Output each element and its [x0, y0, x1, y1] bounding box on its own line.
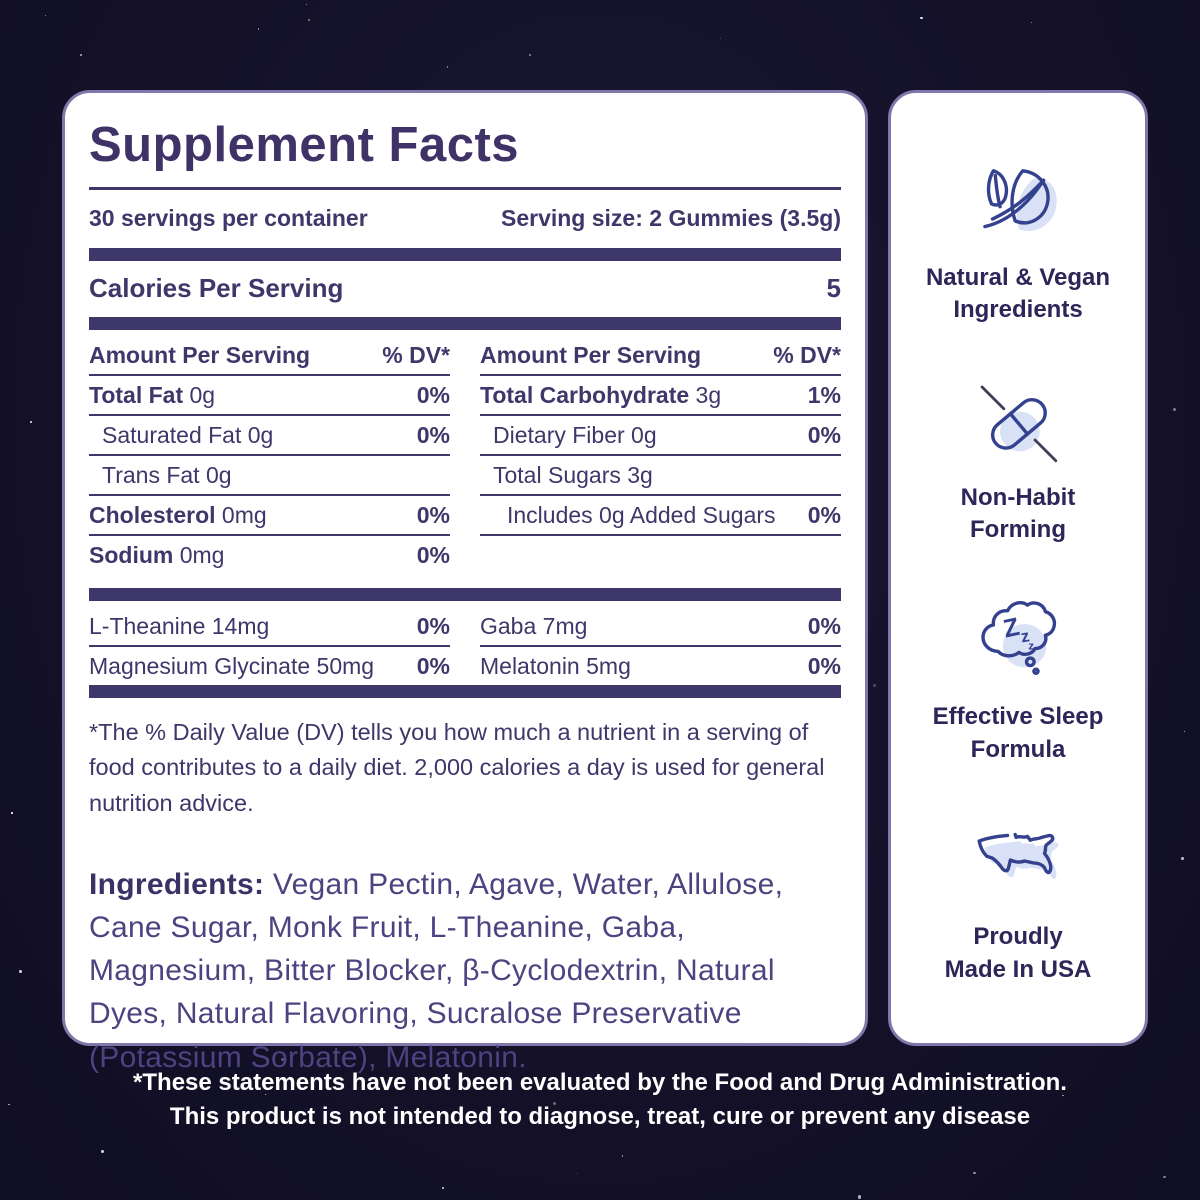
row-name: Gaba 7mg [480, 613, 588, 639]
nutrition-table: Amount Per Serving % DV* Total Fat 0g 0%… [89, 336, 841, 574]
row-amount: 0g [247, 422, 274, 448]
servings-per-container: 30 servings per container [89, 205, 368, 231]
row-dv: 0% [807, 502, 841, 528]
active-row: Melatonin 5mg 0% [480, 647, 841, 685]
row-name: Trans Fat [102, 462, 200, 488]
table-row: Sodium 0mg 0% [89, 536, 450, 574]
benefits-panel: Natural & Vegan Ingredients Non-Habit Fo… [888, 90, 1148, 1046]
table-row: Cholesterol 0mg 0% [89, 496, 450, 536]
table-header: Amount Per Serving % DV* [89, 336, 450, 376]
row-dv: 0% [416, 502, 450, 528]
table-row: Dietary Fiber 0g 0% [480, 416, 841, 456]
row-amount: 0g [189, 382, 216, 408]
row-dv: 0% [416, 653, 450, 679]
dv-footnote: *The % Daily Value (DV) tells you how mu… [89, 719, 825, 816]
no-pill-icon [980, 385, 1058, 462]
calories-row: Calories Per Serving 5 [89, 273, 841, 304]
row-name: L-Theanine 14mg [89, 613, 270, 639]
row-name: Sodium [89, 542, 174, 568]
empty-row [480, 536, 841, 572]
benefit-item: Z z z Effective Sleep Formula [932, 589, 1104, 766]
benefit-label: Proudly Made In USA [944, 923, 1092, 983]
row-dv: 0% [416, 542, 450, 568]
actives-column-left: L-Theanine 14mg 0% Magnesium Glycinate 5… [89, 607, 450, 685]
servings-row: 30 servings per container Serving size: … [89, 205, 841, 232]
usa-map-icon [977, 833, 1059, 880]
row-amount: 0mg [179, 542, 225, 568]
table-row: Total Sugars 3g [480, 456, 841, 496]
active-row: Magnesium Glycinate 50mg 0% [89, 647, 450, 685]
ingredients-paragraph: Ingredients: Vegan Pectin, Agave, Water,… [89, 863, 841, 1079]
table-row: Total Fat 0g 0% [89, 376, 450, 416]
row-amount: 3g [627, 462, 653, 488]
row-dv: 0% [807, 653, 841, 679]
row-name: Cholesterol [89, 502, 216, 528]
actives-column-right: Gaba 7mg 0% Melatonin 5mg 0% [480, 607, 841, 685]
row-amount: 0mg [221, 502, 267, 528]
row-amount: 0g [631, 422, 657, 448]
ingredients-label: Ingredients: [89, 867, 265, 901]
table-header: Amount Per Serving % DV* [480, 336, 841, 376]
row-name: Melatonin 5mg [480, 653, 631, 679]
row-dv: 0% [416, 613, 450, 639]
table-row: Total Carbohydrate 3g 1% [480, 376, 841, 416]
benefit-item: Proudly Made In USA [944, 809, 1092, 986]
divider-bar [89, 685, 841, 698]
ingredients-text: Vegan Pectin, Agave, Water, Allulose, Ca… [89, 867, 784, 1074]
row-dv: 0% [416, 382, 450, 408]
table-row: Trans Fat 0g [89, 456, 450, 496]
sleep-cloud-icon: Z z z [981, 601, 1057, 676]
table-row: Includes 0g Added Sugars 0% [480, 496, 841, 536]
benefit-label: Effective Sleep Formula [932, 703, 1104, 763]
supplement-facts-panel: Supplement Facts 30 servings per contain… [62, 90, 868, 1074]
benefit-item: Natural & Vegan Ingredients [926, 150, 1110, 327]
header-dv: % DV* [382, 342, 450, 368]
row-dv: 0% [807, 422, 841, 448]
calories-label: Calories Per Serving [89, 273, 344, 303]
row-dv: 0% [416, 422, 450, 448]
active-row: L-Theanine 14mg 0% [89, 607, 450, 647]
svg-text:z: z [1019, 627, 1031, 647]
row-name: Total Fat [89, 382, 184, 408]
nutrition-column-left: Amount Per Serving % DV* Total Fat 0g 0%… [89, 336, 450, 574]
row-dv: 0% [807, 613, 841, 639]
table-row: Saturated Fat 0g 0% [89, 416, 450, 456]
disclaimer-line-2: This product is not intended to diagnose… [169, 1102, 1031, 1130]
disclaimer: *These statements have not been evaluate… [0, 1066, 1200, 1133]
row-name: Dietary Fiber [493, 422, 625, 448]
benefit-label: Non-Habit Forming [960, 483, 1076, 544]
nutrition-column-right: Amount Per Serving % DV* Total Carbohydr… [480, 336, 841, 574]
benefit-label: Natural & Vegan Ingredients [925, 263, 1111, 324]
facts-title: Supplement Facts [89, 118, 520, 172]
benefit-item: Non-Habit Forming [960, 370, 1076, 547]
disclaimer-line-1: *These statements have not been evaluate… [133, 1069, 1067, 1096]
row-name: Total Carbohydrate [480, 382, 690, 408]
active-row: Gaba 7mg 0% [480, 607, 841, 647]
serving-size: Serving size: 2 Gummies (3.5g) [500, 205, 841, 231]
row-name: Total Sugars [493, 462, 621, 488]
row-dv: 1% [807, 382, 841, 408]
row-name: Includes 0g Added Sugars [507, 502, 776, 528]
title-rule [89, 187, 841, 190]
row-amount: 3g [695, 382, 722, 408]
row-amount: 0g [205, 462, 232, 488]
divider-bar [89, 317, 841, 330]
divider-bar [89, 248, 841, 261]
header-dv: % DV* [773, 342, 841, 368]
calories-value: 5 [826, 273, 841, 303]
actives-table: L-Theanine 14mg 0% Magnesium Glycinate 5… [89, 607, 841, 685]
leaf-icon [983, 169, 1057, 232]
svg-text:Z: Z [1001, 613, 1022, 644]
row-name: Magnesium Glycinate 50mg [89, 653, 375, 679]
row-name: Saturated Fat [102, 422, 242, 448]
svg-text:z: z [1028, 641, 1034, 653]
header-label: Amount Per Serving [480, 342, 702, 368]
divider-bar [89, 588, 841, 601]
header-label: Amount Per Serving [89, 342, 311, 368]
